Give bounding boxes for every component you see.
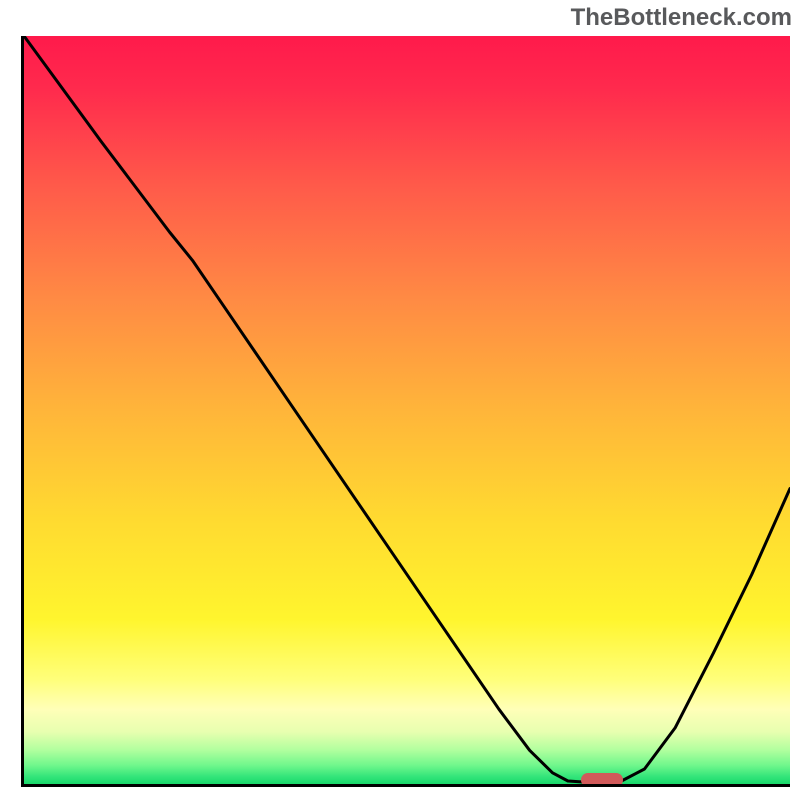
curve-path [24, 36, 790, 783]
x-axis [21, 784, 790, 787]
bottleneck-curve [24, 36, 790, 784]
chart-container: TheBottleneck.com [0, 0, 800, 800]
watermark-text: TheBottleneck.com [571, 4, 792, 32]
plot-area [24, 36, 790, 784]
y-axis [21, 36, 24, 787]
